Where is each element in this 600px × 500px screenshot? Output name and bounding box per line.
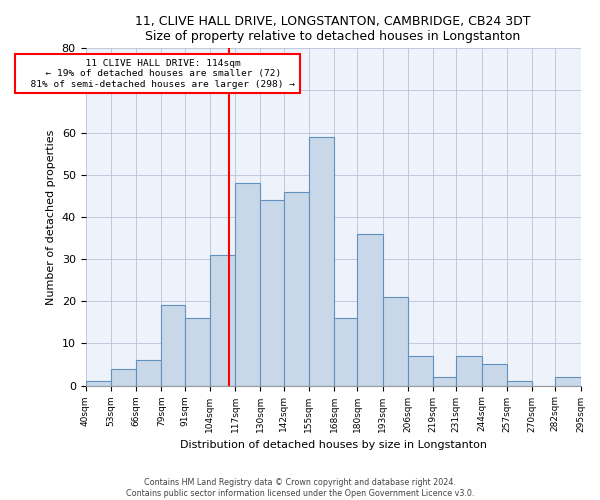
Bar — [456, 356, 482, 386]
Bar — [433, 377, 456, 386]
Bar — [185, 318, 210, 386]
Bar — [334, 318, 357, 386]
Bar — [111, 368, 136, 386]
Text: Contains HM Land Registry data © Crown copyright and database right 2024.
Contai: Contains HM Land Registry data © Crown c… — [126, 478, 474, 498]
Bar — [309, 137, 334, 386]
Bar — [383, 297, 408, 386]
Bar — [284, 192, 309, 386]
Bar — [86, 382, 111, 386]
Bar — [136, 360, 161, 386]
Y-axis label: Number of detached properties: Number of detached properties — [46, 130, 56, 304]
Title: 11, CLIVE HALL DRIVE, LONGSTANTON, CAMBRIDGE, CB24 3DT
Size of property relative: 11, CLIVE HALL DRIVE, LONGSTANTON, CAMBR… — [135, 15, 531, 43]
Bar — [235, 183, 260, 386]
Text: 11 CLIVE HALL DRIVE: 114sqm
  ← 19% of detached houses are smaller (72)
  81% of: 11 CLIVE HALL DRIVE: 114sqm ← 19% of det… — [19, 58, 295, 88]
Bar — [357, 234, 383, 386]
Bar — [408, 356, 433, 386]
Bar — [555, 377, 581, 386]
Bar — [507, 382, 532, 386]
Bar — [210, 255, 235, 386]
X-axis label: Distribution of detached houses by size in Longstanton: Distribution of detached houses by size … — [179, 440, 487, 450]
Bar — [161, 306, 185, 386]
Bar — [482, 364, 507, 386]
Bar — [260, 200, 284, 386]
